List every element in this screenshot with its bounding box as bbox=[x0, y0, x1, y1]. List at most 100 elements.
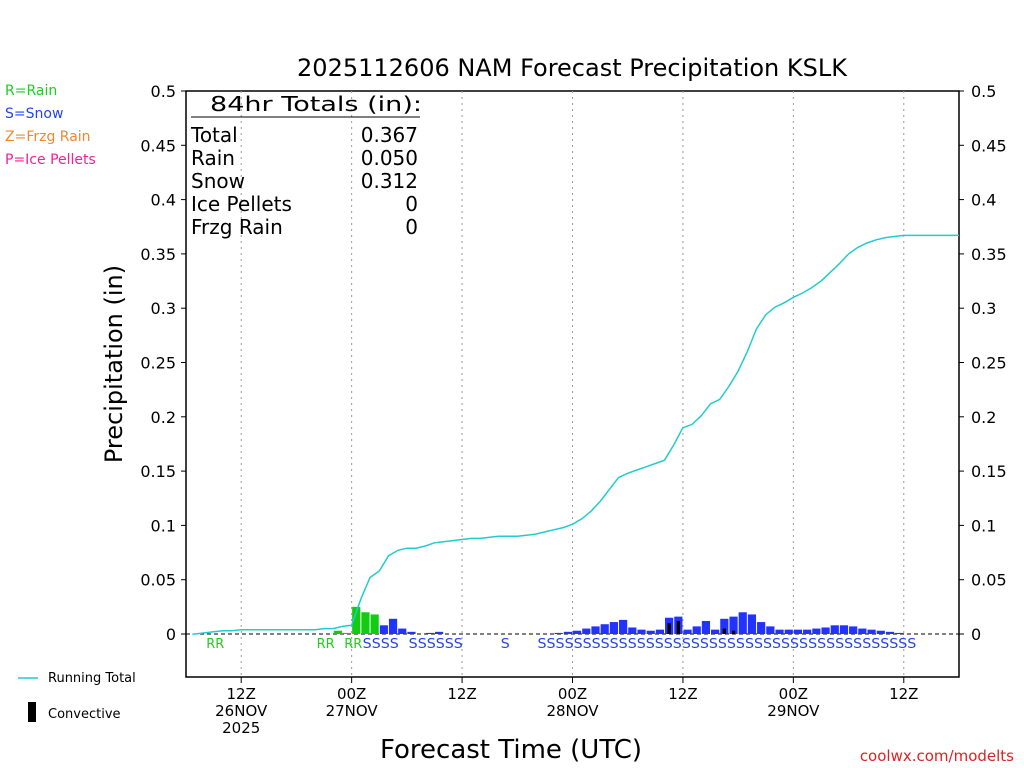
y-tick-label-right: 0.15 bbox=[971, 462, 1007, 481]
x-tick-label: 29NOV bbox=[767, 702, 820, 720]
convective-bar bbox=[667, 623, 671, 634]
x-tick-label: 27NOV bbox=[326, 702, 379, 720]
precip-type-run: SSSSSS bbox=[409, 637, 463, 652]
credit-text: coolwx.com/modelts bbox=[860, 747, 1014, 765]
precip-type-legend: R=Rain S=Snow Z=Frzg Rain P=Ice Pellets bbox=[5, 83, 96, 168]
vertical-gridlines bbox=[240, 91, 905, 677]
precip-type-run: S bbox=[501, 637, 510, 652]
x-tick-label: 12Z bbox=[227, 685, 256, 703]
precip-bar bbox=[803, 629, 812, 634]
y-tick-label-left: 0.05 bbox=[140, 571, 176, 590]
y-tick-label-left: 0.25 bbox=[140, 354, 176, 373]
x-axis-label: Forecast Time (UTC) bbox=[380, 735, 642, 765]
totals-label: Snow bbox=[191, 169, 245, 193]
totals-label: Ice Pellets bbox=[191, 192, 292, 216]
totals-header: 84hr Totals (in): bbox=[210, 92, 422, 116]
precip-bar bbox=[573, 630, 582, 634]
precip-bar bbox=[793, 629, 803, 634]
x-tick-label: 12Z bbox=[668, 685, 697, 703]
y-tick-label-left: 0.35 bbox=[140, 245, 176, 264]
precip-bar bbox=[342, 632, 352, 634]
precip-bar bbox=[655, 629, 665, 634]
precip-type-run: SSSSSSSSSSSSSSSSSSSSSSSSSSSSSSSSSSSSSSSS… bbox=[538, 637, 917, 652]
precip-bar bbox=[711, 629, 720, 634]
x-tick-label: 12Z bbox=[889, 685, 918, 703]
precip-bar bbox=[720, 618, 729, 634]
precip-bar bbox=[821, 627, 830, 634]
precip-bar bbox=[333, 630, 342, 634]
legend-entry: R=Rain bbox=[5, 83, 57, 99]
precip-bar bbox=[812, 628, 821, 634]
precip-type-run: RR bbox=[317, 637, 335, 652]
precip-bar bbox=[766, 626, 775, 634]
y-tick-label-right: 0 bbox=[971, 625, 981, 644]
precip-bar bbox=[839, 625, 849, 634]
y-tick-label-left: 0.4 bbox=[151, 191, 176, 210]
precip-bar bbox=[425, 632, 434, 634]
precip-bar bbox=[729, 616, 738, 634]
y-axis-label: Precipitation (in) bbox=[100, 265, 128, 463]
totals-value: 0.050 bbox=[361, 146, 418, 170]
y-axis-right: 0.5 0.45 0.4 0.35 0.3 0.25 0.2 0.15 0.1 0.05 0 bbox=[959, 82, 1007, 644]
y-tick-label-left: 0.15 bbox=[140, 462, 176, 481]
precip-bar bbox=[683, 629, 692, 634]
precip-bar bbox=[885, 631, 895, 634]
precip-bar bbox=[398, 628, 407, 634]
precip-bar bbox=[388, 618, 398, 634]
precip-bar bbox=[600, 624, 609, 634]
precip-bar bbox=[738, 612, 747, 634]
totals-value: 0.312 bbox=[361, 169, 418, 193]
precip-bar bbox=[628, 627, 637, 634]
precip-bar bbox=[637, 629, 646, 634]
precip-bar bbox=[582, 628, 591, 634]
y-tick-label-right: 0.05 bbox=[971, 571, 1007, 590]
precip-bar bbox=[361, 612, 370, 634]
precip-bar bbox=[784, 629, 793, 634]
y-tick-label-left: 0 bbox=[166, 625, 176, 644]
precip-bar bbox=[352, 606, 361, 634]
precip-bar bbox=[701, 620, 711, 634]
precip-bar bbox=[370, 614, 379, 634]
precip-bars bbox=[333, 606, 904, 634]
y-tick-label-right: 0.3 bbox=[971, 299, 996, 318]
precip-type-labels: RR RR RR SSSS SSSSSS S SSSSSSSSSSSSSSSSSSSSSSS… bbox=[206, 637, 916, 652]
y-tick-label-left: 0.2 bbox=[151, 408, 176, 427]
x-tick-label: 00Z bbox=[779, 685, 808, 703]
y-tick-label-left: 0.1 bbox=[151, 516, 176, 535]
precip-type-run: SSSS bbox=[363, 637, 399, 652]
line-legend: Running Total Convective bbox=[18, 671, 136, 722]
legend-entry: P=Ice Pellets bbox=[5, 152, 96, 168]
x-tick-label: 2025 bbox=[222, 719, 260, 737]
precip-bar bbox=[858, 628, 867, 634]
running-total-legend-label: Running Total bbox=[48, 671, 136, 686]
chart-title: 2025112606 NAM Forecast Precipitation KS… bbox=[297, 54, 848, 82]
precip-bar bbox=[619, 619, 628, 634]
y-tick-label-right: 0.2 bbox=[971, 408, 996, 427]
precip-bar bbox=[692, 626, 701, 634]
precip-type-run: RR bbox=[206, 637, 224, 652]
y-tick-label-right: 0.25 bbox=[971, 354, 1007, 373]
precip-bar bbox=[591, 626, 600, 634]
legend-entry: S=Snow bbox=[5, 106, 63, 122]
totals-value: 0.367 bbox=[361, 123, 418, 147]
convective-bar bbox=[722, 628, 726, 634]
y-tick-label-right: 0.4 bbox=[971, 191, 996, 210]
precip-bar bbox=[757, 622, 766, 634]
y-axis-left: 0.5 0.45 0.4 0.35 0.3 0.25 0.2 0.15 0.1 0.05 0 bbox=[140, 82, 186, 644]
totals-value: 0 bbox=[405, 192, 418, 216]
precip-bar bbox=[775, 629, 784, 634]
precip-bar bbox=[849, 626, 858, 634]
running-total-line bbox=[192, 234, 959, 635]
x-tick-label: 26NOV bbox=[215, 702, 268, 720]
precip-bar bbox=[895, 632, 904, 634]
totals-label: Total bbox=[190, 123, 238, 147]
y-tick-label-left: 0.45 bbox=[140, 136, 176, 155]
precip-bar bbox=[876, 630, 885, 634]
y-tick-label-right: 0.1 bbox=[971, 516, 996, 535]
convective-bar bbox=[731, 630, 736, 634]
x-tick-label: 12Z bbox=[447, 685, 476, 703]
totals-label: Frzg Rain bbox=[191, 215, 283, 239]
y-tick-label-left: 0.3 bbox=[151, 299, 176, 318]
